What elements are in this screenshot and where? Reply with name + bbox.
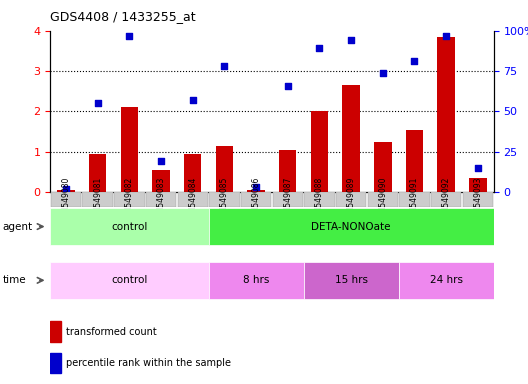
Point <box>474 165 482 171</box>
Text: GSM549086: GSM549086 <box>251 177 261 223</box>
Text: 15 hrs: 15 hrs <box>335 275 367 285</box>
Point <box>125 33 134 39</box>
Bar <box>215 146 233 192</box>
Text: GDS4408 / 1433255_at: GDS4408 / 1433255_at <box>50 10 196 23</box>
Text: GSM549083: GSM549083 <box>156 177 166 223</box>
Point <box>442 33 450 39</box>
Text: GSM549088: GSM549088 <box>315 177 324 223</box>
FancyBboxPatch shape <box>241 192 271 207</box>
Text: 24 hrs: 24 hrs <box>430 275 463 285</box>
FancyBboxPatch shape <box>82 192 113 207</box>
FancyBboxPatch shape <box>209 192 240 207</box>
Text: GSM549084: GSM549084 <box>188 177 197 223</box>
FancyBboxPatch shape <box>304 192 335 207</box>
FancyBboxPatch shape <box>304 262 399 299</box>
Bar <box>310 111 328 192</box>
Point <box>157 158 165 164</box>
Text: GSM549081: GSM549081 <box>93 177 102 223</box>
Bar <box>437 37 455 192</box>
Bar <box>406 129 423 192</box>
FancyBboxPatch shape <box>336 192 366 207</box>
Text: GSM549085: GSM549085 <box>220 177 229 223</box>
Text: 8 hrs: 8 hrs <box>243 275 269 285</box>
FancyBboxPatch shape <box>177 192 208 207</box>
Text: GSM549080: GSM549080 <box>61 177 71 223</box>
Point <box>410 58 419 65</box>
Bar <box>374 142 391 192</box>
FancyBboxPatch shape <box>50 208 209 245</box>
FancyBboxPatch shape <box>399 262 494 299</box>
Text: percentile rank within the sample: percentile rank within the sample <box>65 358 231 368</box>
Point <box>284 83 292 89</box>
Point <box>62 186 70 192</box>
FancyBboxPatch shape <box>114 192 145 207</box>
Text: DETA-NONOate: DETA-NONOate <box>312 222 391 232</box>
Text: agent: agent <box>3 222 33 232</box>
Bar <box>342 85 360 192</box>
FancyBboxPatch shape <box>272 192 303 207</box>
Point <box>188 97 197 103</box>
Text: GSM549092: GSM549092 <box>441 177 451 223</box>
Text: GSM549093: GSM549093 <box>473 176 483 223</box>
Text: GSM549090: GSM549090 <box>378 176 388 223</box>
Point <box>252 184 260 190</box>
Bar <box>279 150 296 192</box>
Text: control: control <box>111 275 147 285</box>
Text: GSM549089: GSM549089 <box>346 177 356 223</box>
Text: GSM549091: GSM549091 <box>410 177 419 223</box>
FancyBboxPatch shape <box>209 208 494 245</box>
Bar <box>89 154 106 192</box>
Bar <box>50 321 61 342</box>
Point <box>93 100 102 106</box>
Bar <box>184 154 202 192</box>
FancyBboxPatch shape <box>209 262 304 299</box>
FancyBboxPatch shape <box>399 192 430 207</box>
Bar <box>50 353 61 373</box>
FancyBboxPatch shape <box>431 192 461 207</box>
Bar <box>152 170 169 192</box>
FancyBboxPatch shape <box>50 262 209 299</box>
FancyBboxPatch shape <box>146 192 176 207</box>
Point <box>315 45 324 51</box>
Text: control: control <box>111 222 147 232</box>
Point <box>347 37 355 43</box>
Point <box>379 70 387 76</box>
Text: transformed count: transformed count <box>65 327 156 337</box>
FancyBboxPatch shape <box>367 192 398 207</box>
Point <box>220 63 229 69</box>
FancyBboxPatch shape <box>51 192 81 207</box>
Text: GSM549087: GSM549087 <box>283 177 293 223</box>
Text: GSM549082: GSM549082 <box>125 177 134 223</box>
FancyBboxPatch shape <box>463 192 493 207</box>
Bar <box>58 190 75 192</box>
Bar <box>247 190 265 192</box>
Text: time: time <box>3 275 26 285</box>
Bar <box>120 107 138 192</box>
Bar <box>469 178 486 192</box>
